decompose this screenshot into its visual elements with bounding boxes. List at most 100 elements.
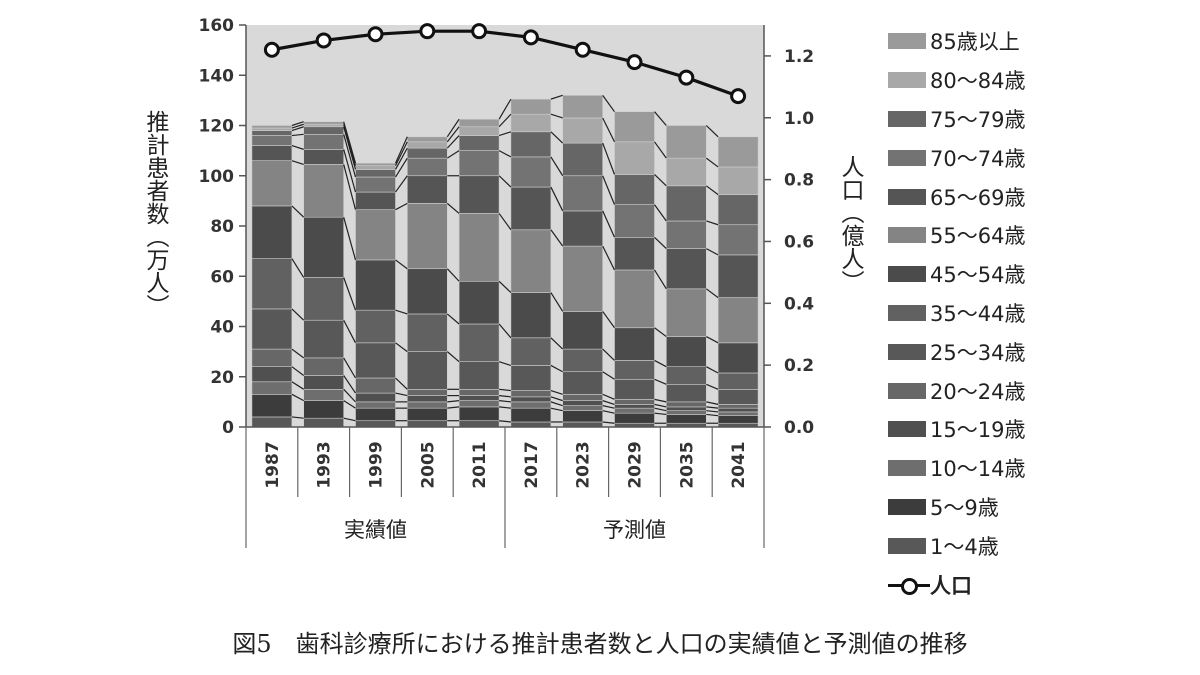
connector-10～14歳 (602, 405, 615, 409)
bar-15～19歳-2017 (510, 396, 552, 403)
y-right-tick-label: 1.0 (784, 109, 814, 129)
connector-1～4歳 (499, 420, 511, 423)
bar-10～14歳-2041 (717, 411, 759, 416)
connector-25～34歳 (550, 364, 563, 373)
bar-25～34歳-1999 (355, 342, 396, 379)
bar-80～84歳-2011 (458, 126, 500, 136)
legend-item: 5～9歳 (888, 488, 1188, 527)
bar-80～84歳-2017 (510, 113, 552, 133)
connector-55～64歳 (705, 288, 719, 299)
bar-70～74歳-2005 (406, 157, 448, 177)
legend-label: 人口 (930, 573, 972, 598)
bar-65～69歳-1987 (251, 145, 293, 161)
connector-75～79歳 (602, 142, 616, 175)
legend-label: 1～4歳 (930, 534, 999, 559)
bar-55～64歳-1999 (355, 209, 396, 261)
legend-swatch (888, 382, 926, 399)
y-right-tick-label: 1.2 (784, 47, 814, 67)
connector-15～19歳 (602, 400, 615, 405)
legend-swatch (888, 304, 926, 321)
bar-5～9歳-2041 (717, 415, 759, 424)
bar-10～14歳-2023 (562, 405, 604, 411)
bar-75～79歳-2029 (614, 174, 655, 205)
legend-label: 80～84歳 (930, 69, 1026, 94)
x-tick-label: 2017 (522, 441, 542, 488)
bar-85歳以上-1999 (355, 162, 396, 166)
bar-1～4歳-2017 (510, 421, 552, 428)
connector-35～44歳 (395, 309, 408, 315)
connector-80～84歳 (291, 123, 304, 129)
bar-65～69歳-2035 (665, 248, 707, 290)
connector-85歳以上 (705, 125, 719, 138)
bar-80～84歳-2041 (717, 166, 759, 195)
bar-55～64歳-2035 (665, 288, 707, 337)
x-tick-label: 2029 (626, 441, 646, 488)
bar-70～74歳-2017 (510, 156, 552, 188)
legend-swatch (888, 266, 926, 283)
connector-80～84歳 (654, 141, 667, 159)
legend-label: 85歳以上 (930, 30, 1020, 55)
bar-5～9歳-2011 (458, 406, 500, 422)
connector-15～19歳 (291, 366, 305, 376)
population-point-2029 (626, 54, 643, 71)
bar-80～84歳-1993 (303, 123, 345, 128)
x-tick-label: 1987 (263, 441, 283, 488)
legend-label: 10～14歳 (930, 457, 1026, 482)
bar-75～79歳-2005 (406, 147, 448, 159)
bar-45～54歳-2029 (614, 327, 655, 361)
legend-item: 85歳以上 (888, 22, 1188, 61)
bar-85歳以上-2011 (458, 118, 500, 128)
connector-55～64歳 (498, 213, 512, 231)
x-tick-label: 2005 (418, 441, 438, 488)
bar-85歳以上-2005 (406, 136, 448, 143)
bar-35～44歳-1999 (355, 309, 396, 344)
bar-25～34歳-2017 (510, 365, 552, 391)
bar-80～84歳-1999 (355, 165, 396, 170)
bar-10～14歳-2005 (406, 401, 448, 409)
legend-label: 55～64歳 (930, 224, 1026, 249)
bar-80～84歳-2023 (562, 117, 604, 144)
connector-20～24歳 (654, 398, 667, 403)
connector-10～14歳 (706, 410, 719, 413)
bar-5～9歳-2035 (665, 414, 707, 424)
y-left-tick-label: 80 (210, 217, 234, 237)
y-left-tick-label: 60 (210, 267, 234, 287)
bar-20～24歳-2041 (717, 404, 759, 409)
axes: 0 20 40 60 80 100 120 140 160 0.0 0.2 0.4 0.6 0.8 1.0 1… (199, 16, 814, 548)
connector-5～9歳 (343, 400, 356, 409)
bar-80～84歳-2029 (614, 141, 655, 175)
bar-45～54歳-2035 (665, 336, 707, 367)
bar-70～74歳-1987 (251, 135, 293, 146)
connector-55～64歳 (550, 229, 564, 247)
connector-70～74歳 (550, 156, 564, 177)
bar-45～54歳-2023 (562, 311, 604, 350)
bar-85歳以上-2035 (665, 125, 707, 159)
connector-70～74歳 (343, 134, 357, 178)
legend-item: 70～74歳 (888, 138, 1188, 177)
connector-25～34歳 (654, 378, 667, 385)
connector-10～14歳 (291, 381, 305, 390)
legend-swatch (888, 227, 926, 244)
bar-35～44歳-2011 (458, 323, 500, 362)
connector-70～74歳 (498, 150, 512, 158)
bar-85歳以上-2041 (717, 136, 759, 168)
bar-45～54歳-2041 (717, 342, 759, 374)
connector-80～84歳 (394, 141, 408, 166)
bar-70～74歳-1993 (303, 133, 345, 150)
bar-70～74歳-2029 (614, 204, 655, 238)
bar-65～69歳-2011 (458, 175, 500, 214)
bar-25～34歳-1993 (303, 319, 345, 359)
bar-1～4歳-2023 (562, 421, 604, 428)
legend-item: 55～64歳 (888, 216, 1188, 255)
connector-65～69歳 (550, 186, 564, 212)
connector-45～54歳 (291, 205, 305, 218)
connector-25～34歳 (602, 371, 615, 380)
legend-label: 65～69歳 (930, 185, 1026, 210)
bar-75～79歳-1993 (303, 126, 345, 135)
x-tick-label: 2011 (470, 441, 490, 488)
connector-20～24歳 (343, 357, 357, 379)
connector-75～79歳 (446, 135, 460, 149)
connector-10～14歳 (447, 400, 460, 403)
connector-25～34歳 (343, 319, 357, 344)
bar-20～24歳-2029 (614, 399, 655, 405)
